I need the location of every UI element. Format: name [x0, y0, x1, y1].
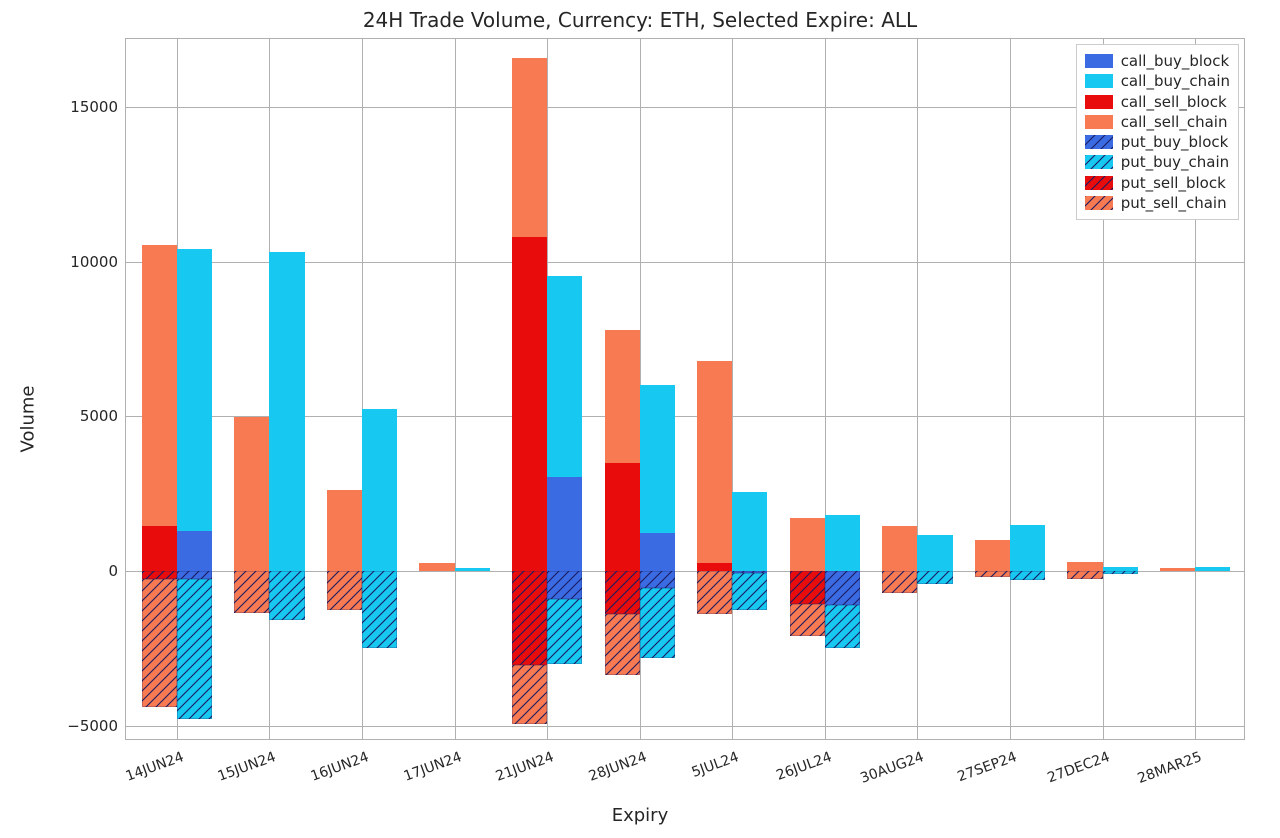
- bar-put_sell_block: [790, 571, 825, 604]
- legend-label: call_buy_block: [1121, 51, 1229, 71]
- gridline-v: [917, 39, 918, 739]
- bar-call_sell_chain: [142, 245, 177, 526]
- legend-swatch: [1085, 115, 1113, 129]
- legend-label: put_sell_block: [1121, 173, 1226, 193]
- bar-call_buy_chain: [269, 252, 304, 571]
- bar-put_buy_chain: [1010, 571, 1045, 580]
- bar-call_buy_chain: [177, 249, 212, 530]
- gridline-v: [1010, 39, 1011, 739]
- legend-label: call_sell_chain: [1121, 112, 1228, 132]
- bar-put_sell_chain: [1067, 571, 1102, 579]
- bar-put_buy_block: [825, 571, 860, 605]
- bar-call_sell_block: [512, 237, 547, 571]
- ytick-label: 0: [108, 562, 126, 580]
- y-axis-label: Volume: [18, 386, 39, 453]
- ytick-label: 10000: [70, 253, 126, 271]
- legend-label: put_sell_chain: [1121, 193, 1227, 213]
- bar-call_sell_chain: [1067, 562, 1102, 571]
- bar-put_sell_chain: [882, 571, 917, 593]
- legend-swatch: [1085, 135, 1113, 149]
- bar-put_buy_chain: [640, 588, 675, 659]
- legend-swatch: [1085, 176, 1113, 190]
- bar-put_sell_chain: [142, 579, 177, 707]
- legend-item-call_buy_block: call_buy_block: [1085, 51, 1230, 71]
- bar-put_sell_chain: [697, 571, 732, 614]
- bar-call_buy_block: [640, 533, 675, 571]
- bar-call_buy_chain: [732, 492, 767, 571]
- bar-put_sell_chain: [512, 665, 547, 724]
- bar-call_sell_chain: [697, 361, 732, 564]
- bar-put_buy_chain: [1103, 571, 1138, 574]
- bar-call_sell_block: [697, 563, 732, 571]
- bar-call_sell_chain: [790, 518, 825, 571]
- gridline-v: [455, 39, 456, 739]
- bar-put_buy_chain: [362, 571, 397, 648]
- bar-call_sell_chain: [605, 330, 640, 463]
- bar-call_sell_chain: [975, 540, 1010, 571]
- ytick-label: −5000: [67, 717, 126, 735]
- bar-put_buy_chain: [732, 573, 767, 609]
- legend-item-put_buy_block: put_buy_block: [1085, 132, 1230, 152]
- bar-call_sell_chain: [882, 526, 917, 571]
- bar-put_buy_chain: [917, 571, 952, 584]
- gridline-h: [126, 726, 1244, 727]
- bar-put_sell_block: [512, 571, 547, 665]
- bar-call_buy_chain: [362, 409, 397, 571]
- bar-call_buy_block: [177, 531, 212, 571]
- legend-item-put_sell_chain: put_sell_chain: [1085, 193, 1230, 213]
- legend-swatch: [1085, 95, 1113, 109]
- x-axis-label: Expiry: [0, 805, 1280, 826]
- bar-call_buy_chain: [1010, 525, 1045, 571]
- bar-put_buy_block: [640, 571, 675, 588]
- chart-container: 24H Trade Volume, Currency: ETH, Selecte…: [0, 0, 1280, 838]
- legend-item-call_sell_block: call_sell_block: [1085, 92, 1230, 112]
- bar-put_sell_chain: [790, 604, 825, 636]
- bar-put_sell_block: [605, 571, 640, 614]
- bar-call_buy_chain: [455, 568, 490, 571]
- ytick-label: 15000: [70, 98, 126, 116]
- legend-label: put_buy_chain: [1121, 152, 1229, 172]
- bar-put_sell_chain: [975, 571, 1010, 577]
- bar-call_buy_chain: [547, 276, 582, 477]
- gridline-v: [732, 39, 733, 739]
- bar-call_sell_block: [605, 463, 640, 571]
- bar-put_buy_chain: [269, 571, 304, 620]
- bar-put_buy_block: [547, 571, 582, 599]
- legend-swatch: [1085, 54, 1113, 68]
- legend-item-call_buy_chain: call_buy_chain: [1085, 71, 1230, 91]
- chart-title: 24H Trade Volume, Currency: ETH, Selecte…: [0, 8, 1280, 32]
- bar-put_buy_chain: [825, 605, 860, 648]
- bar-put_buy_chain: [547, 599, 582, 664]
- legend-label: put_buy_block: [1121, 132, 1229, 152]
- legend-swatch: [1085, 74, 1113, 88]
- bar-call_buy_chain: [640, 385, 675, 533]
- bar-put_sell_block: [142, 571, 177, 579]
- bar-call_buy_chain: [825, 515, 860, 571]
- bar-call_sell_chain: [1160, 568, 1195, 571]
- ytick-label: 5000: [80, 407, 126, 425]
- legend-swatch: [1085, 196, 1113, 210]
- legend-label: call_sell_block: [1121, 92, 1227, 112]
- bar-call_sell_chain: [234, 417, 269, 571]
- legend-item-call_sell_chain: call_sell_chain: [1085, 112, 1230, 132]
- bar-put_sell_chain: [234, 571, 269, 613]
- bar-put_sell_chain: [327, 571, 362, 610]
- bar-call_sell_chain: [419, 563, 454, 571]
- bar-put_buy_chain: [177, 579, 212, 720]
- legend-swatch: [1085, 155, 1113, 169]
- legend: call_buy_blockcall_buy_chaincall_sell_bl…: [1076, 44, 1239, 220]
- legend-item-put_sell_block: put_sell_block: [1085, 173, 1230, 193]
- bar-call_sell_chain: [327, 490, 362, 571]
- legend-label: call_buy_chain: [1121, 71, 1230, 91]
- bar-call_sell_block: [142, 526, 177, 571]
- bar-put_sell_chain: [605, 614, 640, 674]
- bar-call_buy_chain: [1195, 567, 1230, 571]
- legend-item-put_buy_chain: put_buy_chain: [1085, 152, 1230, 172]
- bar-call_buy_chain: [917, 535, 952, 571]
- bar-put_buy_block: [177, 571, 212, 579]
- bar-call_buy_block: [547, 477, 582, 571]
- bar-call_sell_chain: [512, 58, 547, 237]
